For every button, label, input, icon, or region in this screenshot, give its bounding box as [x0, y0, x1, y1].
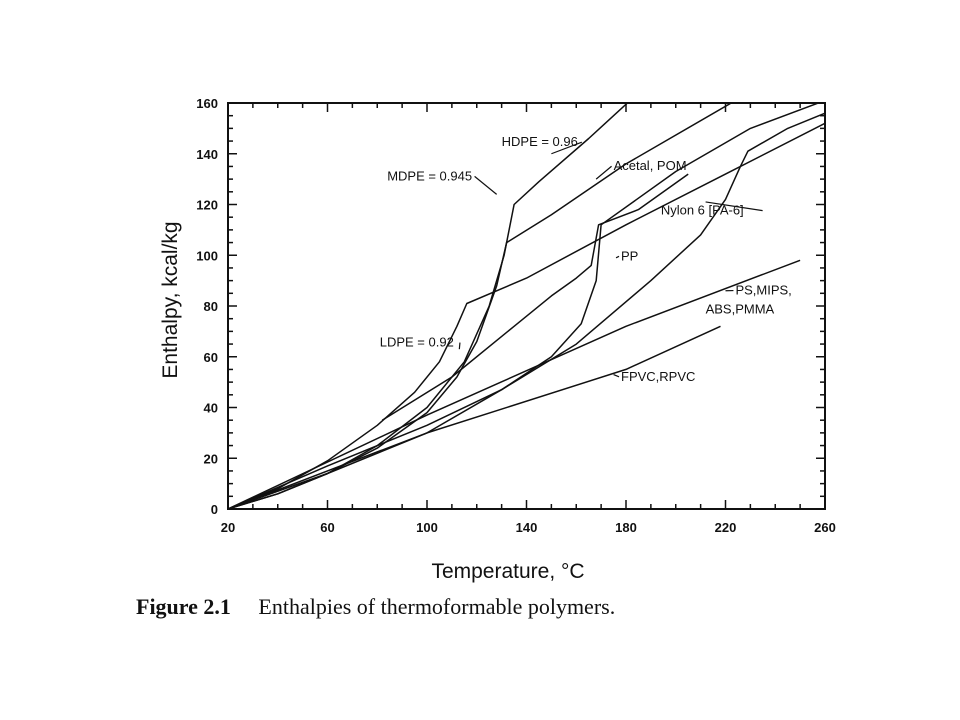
annotation-abs-pmma: ABS,PMMA	[706, 302, 775, 317]
annotation-pp: PP	[621, 248, 638, 263]
x-tick-label: 100	[416, 520, 438, 535]
y-tick-label: 20	[204, 451, 218, 466]
annotation-leader	[474, 175, 498, 195]
annotation-ps-mips: PS,MIPS,	[735, 283, 791, 298]
y-tick-label: 40	[204, 401, 218, 416]
x-tick-label: 20	[221, 520, 235, 535]
y-axis-ticks: 0 20 40 60 80 100 120 140 160	[196, 96, 825, 517]
series-line-hdpe-0-96	[228, 103, 629, 509]
x-tick-label: 180	[615, 520, 637, 535]
annotation-leader	[551, 141, 583, 155]
y-axis-label: Enthalpy, kcal/kg	[159, 221, 182, 378]
y-tick-label: 60	[204, 350, 218, 365]
figure-caption-text: Enthalpies of thermoformable polymers.	[258, 594, 615, 619]
y-tick-label: 140	[196, 147, 218, 162]
y-tick-label: 0	[211, 502, 218, 517]
x-tick-label: 140	[516, 520, 538, 535]
annotation-leader	[458, 342, 461, 350]
annotation-leader	[705, 201, 763, 212]
figure-caption-label: Figure 2.1	[136, 594, 231, 619]
series-line-acetal-pom	[381, 173, 689, 421]
x-tick-label: 220	[715, 520, 737, 535]
series-layer	[228, 103, 825, 509]
x-axis-label: Temperature, °C	[431, 560, 584, 583]
annotation-fpvc-rpvc: FPVC,RPVC	[621, 369, 695, 384]
annotation-hdpe-0-96: HDPE = 0.96	[502, 134, 578, 149]
series-line-pp	[228, 103, 821, 509]
annotation-mdpe-0-945: MDPE = 0.945	[387, 168, 472, 183]
y-tick-label: 120	[196, 198, 218, 213]
annotation-nylon-6-pa-6: Nylon 6 [PA-6]	[661, 203, 744, 218]
annotation-acetal-pom: Acetal, POM	[614, 158, 687, 173]
annotation-leader	[595, 165, 612, 180]
figure-caption: Figure 2.1 Enthalpies of thermoformable …	[136, 594, 615, 619]
x-axis-ticks: 20 60 100 140 180 220 260	[221, 103, 836, 535]
annotation-leader	[615, 255, 620, 259]
x-tick-label: 260	[814, 520, 836, 535]
annotation-layer: HDPE = 0.96 MDPE = 0.945 Acetal, POM Nylon …	[380, 134, 792, 384]
series-line-ps-mips-abs-pmma	[228, 259, 801, 509]
y-tick-label: 80	[204, 299, 218, 314]
x-tick-label: 60	[320, 520, 334, 535]
y-tick-label: 100	[196, 248, 218, 263]
series-line-fpvc-rpvc	[228, 325, 721, 509]
annotation-leader	[613, 373, 620, 378]
y-tick-label: 160	[196, 96, 218, 111]
annotation-ldpe-0-92: LDPE = 0.92	[380, 335, 454, 350]
